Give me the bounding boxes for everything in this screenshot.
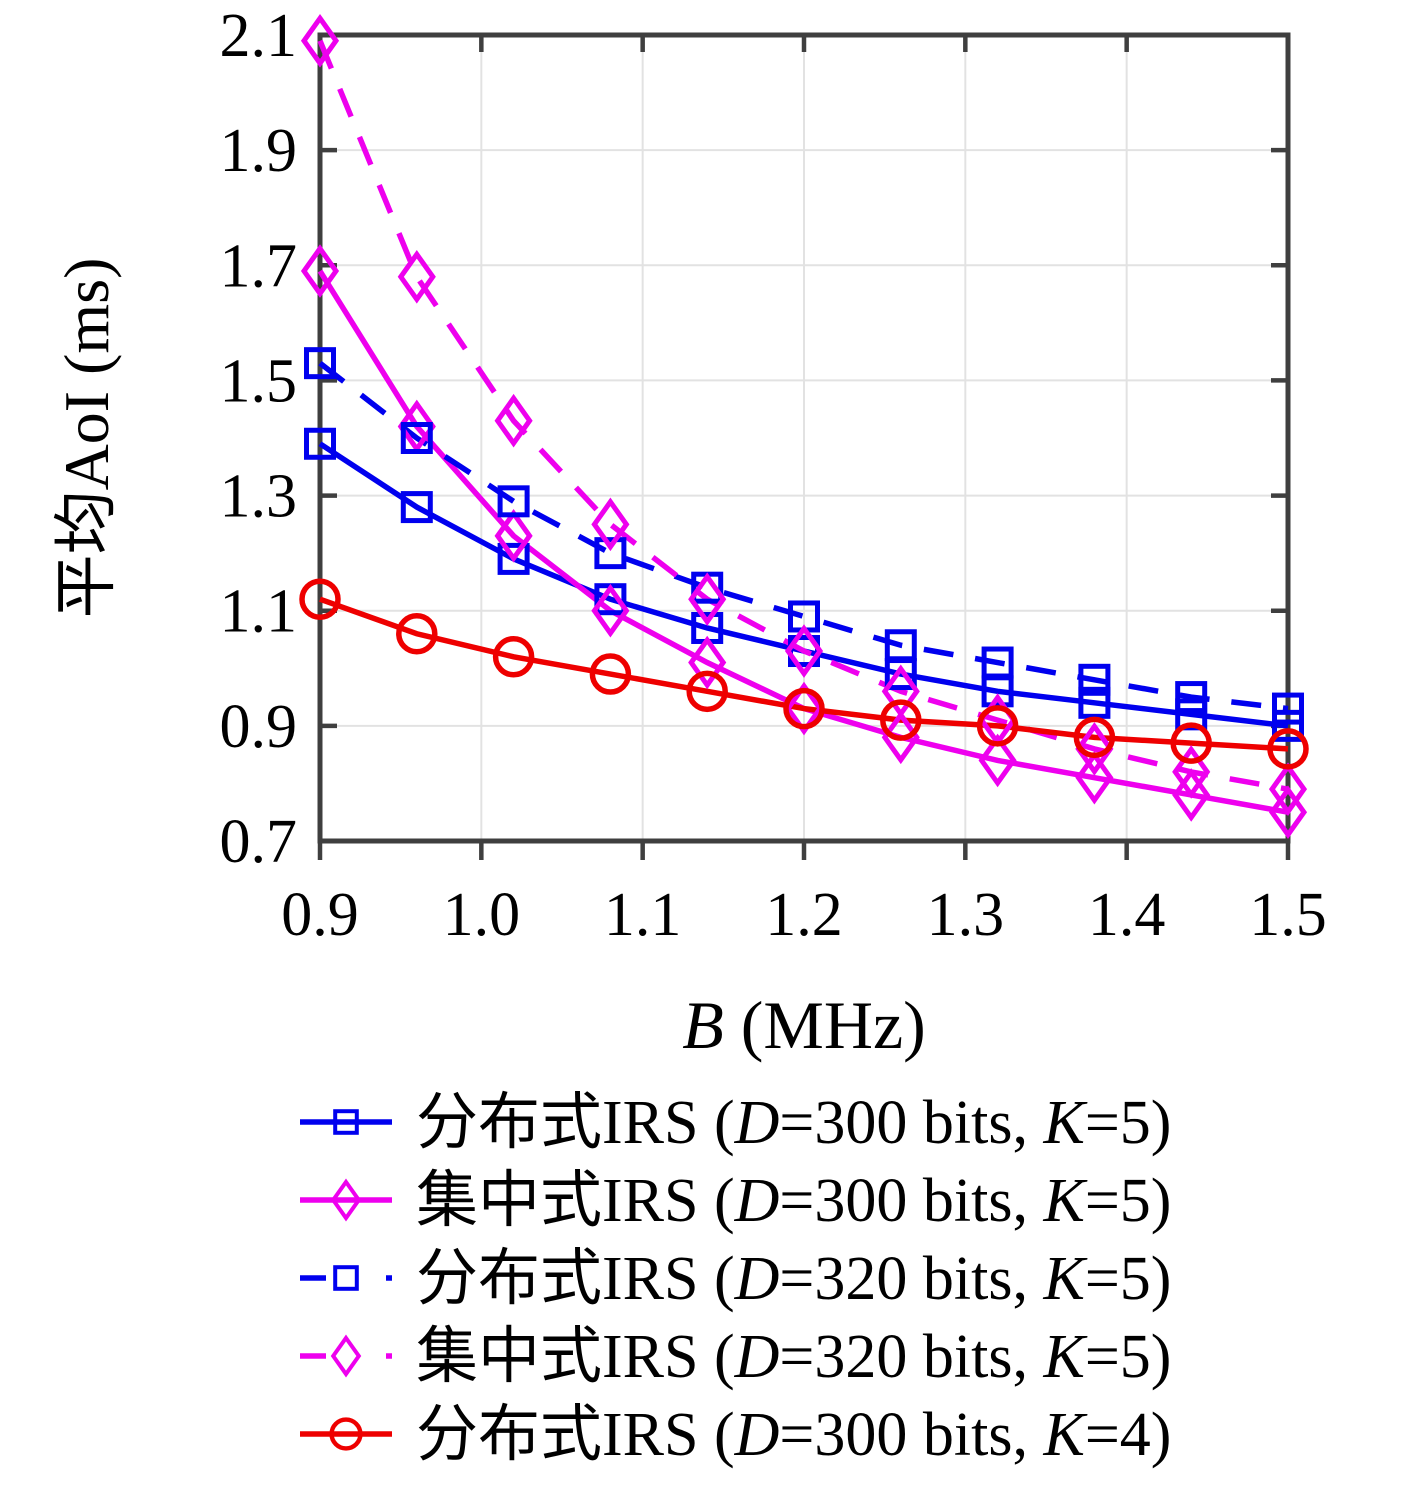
square-marker [333, 1265, 359, 1291]
diamond-marker [688, 635, 727, 690]
x-axis-title: B (MHz) [682, 987, 926, 1063]
circle-marker [1267, 728, 1309, 770]
square-marker [1272, 692, 1304, 725]
diamond-marker [1268, 762, 1308, 816]
legend-label-2: 分布式IRS (D=320 bits, K=5) [416, 1245, 1171, 1313]
square-marker [304, 347, 336, 380]
square-marker [497, 542, 530, 575]
square-marker [884, 629, 917, 662]
diamond-marker [978, 733, 1017, 788]
legend-label-0: 分布式IRS (D=300 bits, K=5) [416, 1089, 1171, 1157]
circle-marker [783, 687, 825, 730]
square-marker [1078, 663, 1111, 696]
series-line-3 [317, 39, 1289, 792]
circle-marker [329, 1417, 363, 1451]
x-tick-label: 1.0 [443, 881, 521, 949]
diamond-marker [881, 664, 920, 719]
diamond-marker [330, 1334, 362, 1378]
y-tick-label: 1.1 [220, 578, 298, 646]
x-tick-label: 1.2 [765, 881, 843, 949]
y-axis-title: 平均AoI (ms) [51, 258, 122, 619]
square-marker [594, 537, 627, 570]
circle-marker [396, 612, 438, 655]
diamond-marker [591, 583, 630, 638]
diamond-marker [300, 244, 340, 298]
diamond-marker [330, 1178, 362, 1222]
diamond-marker [494, 393, 533, 448]
legend-label-1: 集中式IRS (D=300 bits, K=5) [416, 1167, 1171, 1235]
legend-label-3: 集中式IRS (D=320 bits, K=5) [416, 1323, 1171, 1391]
diamond-marker [397, 399, 436, 454]
diamond-marker [591, 497, 630, 552]
diamond-marker [300, 13, 340, 68]
legend-label-4: 分布式IRS (D=300 bits, K=4) [416, 1401, 1171, 1469]
y-tick-label: 1.3 [220, 463, 298, 531]
circle-marker [880, 699, 922, 741]
diamond-marker [1075, 722, 1114, 776]
square-marker [497, 485, 530, 518]
square-marker [1272, 709, 1304, 742]
circle-marker [1073, 716, 1116, 759]
diamond-marker [881, 710, 920, 765]
square-marker [400, 422, 433, 454]
square-marker [400, 491, 433, 524]
diamond-marker [1268, 785, 1308, 840]
y-tick-label: 0.7 [220, 808, 298, 876]
circle-marker [976, 705, 1019, 747]
y-tick-label: 0.9 [220, 693, 298, 761]
square-marker [981, 646, 1014, 679]
circle-marker [492, 636, 535, 678]
circle-marker [589, 653, 632, 695]
circle-marker [299, 578, 341, 620]
square-marker [333, 1109, 359, 1135]
square-marker [1078, 686, 1111, 719]
diamond-marker [1075, 750, 1114, 805]
y-tick-label: 2.1 [220, 2, 298, 70]
diamond-marker [784, 624, 824, 678]
diamond-marker [397, 249, 436, 304]
x-tick-label: 1.4 [1088, 881, 1166, 949]
x-tick-label: 1.1 [604, 881, 682, 949]
circle-marker [686, 670, 728, 713]
circle-marker [1170, 722, 1212, 764]
y-tick-label: 1.5 [220, 347, 298, 415]
diamond-marker [688, 572, 727, 627]
diamond-marker [1172, 768, 1211, 822]
x-tick-label: 1.3 [927, 881, 1005, 949]
series-line-4 [319, 596, 1289, 752]
square-marker [304, 427, 336, 460]
diamond-marker [494, 509, 533, 563]
square-marker [1175, 681, 1208, 714]
x-tick-label: 1.5 [1249, 881, 1327, 949]
y-tick-label: 1.9 [220, 117, 298, 185]
x-tick-label: 0.9 [281, 881, 359, 949]
y-tick-label: 1.7 [220, 232, 298, 300]
diamond-marker [784, 681, 824, 736]
diamond-marker [1172, 745, 1211, 799]
